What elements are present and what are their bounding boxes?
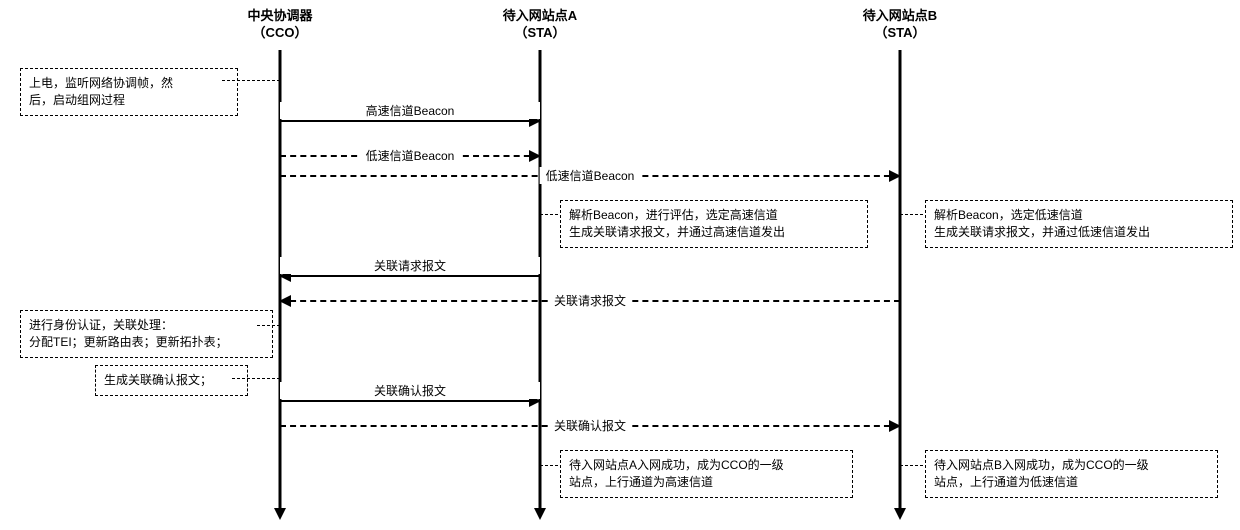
arrowhead-icon — [889, 170, 901, 182]
arrowhead-icon — [529, 150, 541, 162]
message-label: 高速信道Beacon — [280, 102, 540, 119]
note-n1: 上电，监听网络协调帧，然后，启动组网过程 — [20, 68, 238, 116]
note-connector — [232, 378, 280, 379]
arrowhead-icon — [889, 420, 901, 432]
message-line — [280, 275, 540, 277]
message-line — [280, 400, 540, 402]
note-n2: 解析Beacon，进行评估，选定高速信道生成关联请求报文，并通过高速信道发出 — [560, 200, 868, 248]
lifeline-header-cco: 中央协调器（CCO） — [247, 8, 312, 42]
note-connector — [900, 214, 923, 215]
note-connector — [257, 325, 280, 326]
message-label: 关联确认报文 — [548, 417, 632, 434]
lifeline-arrowhead-staB — [894, 508, 906, 520]
note-n6: 待入网站点A入网成功，成为CCO的一级站点，上行通道为高速信道 — [560, 450, 853, 498]
note-connector — [540, 465, 558, 466]
note-connector — [540, 214, 558, 215]
note-n3: 解析Beacon，选定低速信道生成关联请求报文，并通过低速信道发出 — [925, 200, 1233, 248]
message-label: 关联确认报文 — [280, 382, 540, 399]
lifeline-header-staB: 待入网站点B（STA） — [863, 8, 937, 42]
note-connector — [900, 465, 923, 466]
note-n5: 生成关联确认报文； — [95, 365, 248, 396]
note-n4: 进行身份认证，关联处理：分配TEI；更新路由表；更新拓扑表； — [20, 310, 273, 358]
arrowhead-icon — [279, 295, 291, 307]
lifeline-staB — [899, 50, 902, 510]
message-label: 低速信道Beacon — [360, 147, 461, 164]
lifeline-arrowhead-cco — [274, 508, 286, 520]
lifeline-arrowhead-staA — [534, 508, 546, 520]
message-line — [280, 120, 540, 122]
note-n7: 待入网站点B入网成功，成为CCO的一级站点，上行通道为低速信道 — [925, 450, 1218, 498]
message-label: 低速信道Beacon — [540, 167, 641, 184]
message-label: 关联请求报文 — [280, 257, 540, 274]
note-connector — [222, 80, 280, 81]
lifeline-header-staA: 待入网站点A（STA） — [503, 8, 577, 42]
message-label: 关联请求报文 — [548, 292, 632, 309]
